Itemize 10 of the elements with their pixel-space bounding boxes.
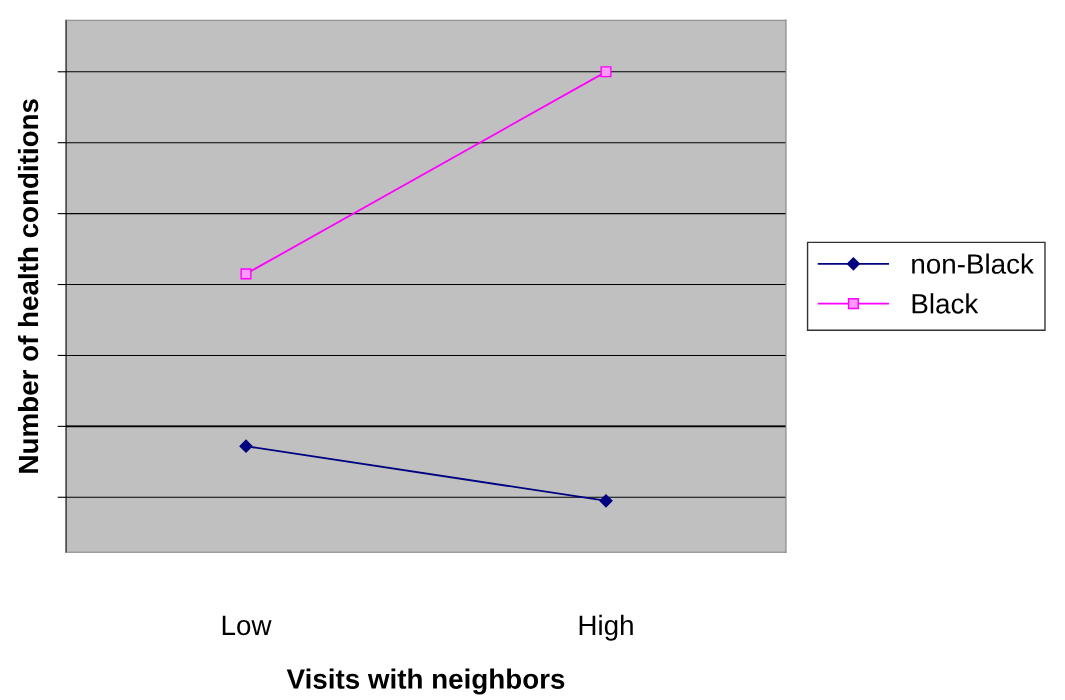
y-axis-title: Number of health conditions <box>17 99 39 473</box>
legend-label: Black <box>912 293 979 314</box>
point <box>239 439 253 453</box>
point <box>600 66 612 78</box>
legend-label: non-Black <box>912 253 1034 274</box>
x-tick-label: High <box>579 614 633 641</box>
point <box>599 494 613 508</box>
x-tick-label: Low <box>222 615 272 636</box>
x-axis-title: Visits with neighbors <box>286 668 565 695</box>
point <box>240 268 252 280</box>
